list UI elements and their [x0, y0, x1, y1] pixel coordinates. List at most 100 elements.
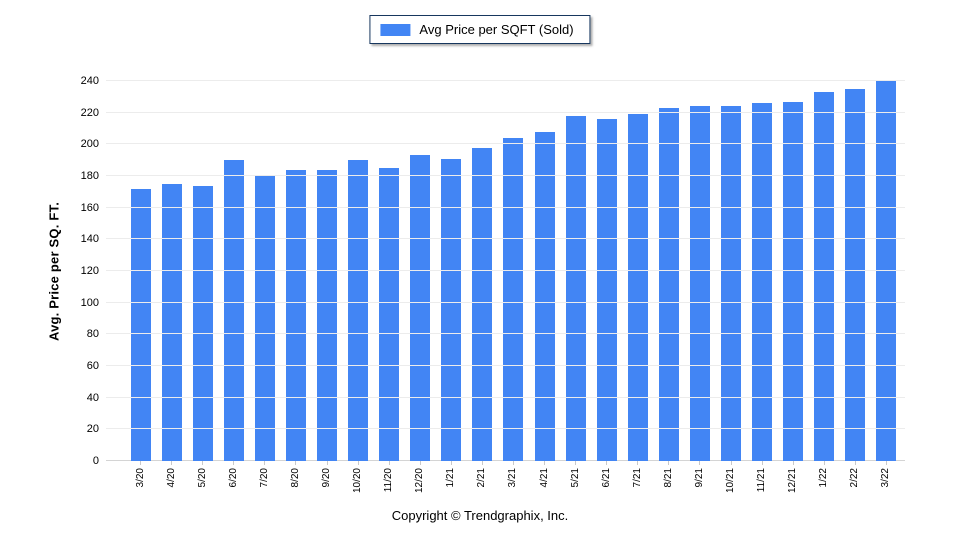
- y-tick-label: 160: [80, 201, 99, 214]
- bar: [130, 188, 151, 461]
- gridline: [106, 396, 905, 398]
- x-axis-cell: 11/20: [383, 461, 395, 509]
- x-tick-label: 12/20: [414, 468, 426, 494]
- x-tick-mark: [730, 461, 732, 465]
- gridline: [106, 206, 905, 208]
- bar-series: [125, 81, 902, 461]
- y-tick-label: 220: [80, 106, 99, 119]
- y-tick-label: 140: [80, 233, 99, 246]
- y-axis-labels: 0 20 40 60 80 100 120 140 160 180 200 220 240: [0, 75, 103, 467]
- x-axis-cell: 12/21: [787, 461, 798, 509]
- x-axis-cell: 1/21: [445, 461, 457, 509]
- bar: [285, 169, 306, 461]
- x-tick-mark: [140, 461, 142, 465]
- x-tick-label: 5/20: [196, 468, 208, 488]
- bar: [410, 155, 431, 461]
- x-tick-mark: [761, 461, 763, 465]
- x-tick-label: 10/21: [725, 468, 737, 494]
- x-tick-mark: [295, 461, 297, 465]
- x-tick-label: 2/22: [849, 468, 861, 488]
- gridline: [106, 270, 905, 271]
- copyright-text: Copyright © Trendgraphix, Inc.: [391, 508, 569, 523]
- bar: [472, 147, 493, 461]
- bar: [348, 160, 369, 461]
- x-tick-mark: [326, 461, 328, 465]
- gridline: [106, 333, 905, 335]
- x-tick-mark: [388, 461, 390, 465]
- x-tick-mark: [668, 461, 670, 465]
- x-tick-mark: [450, 461, 452, 465]
- bar: [689, 106, 710, 461]
- y-tick-label: 60: [86, 360, 99, 372]
- x-tick-label: 3/21: [507, 468, 519, 488]
- x-tick-mark: [575, 461, 577, 465]
- x-axis-cell: 11/21: [756, 461, 768, 509]
- x-tick-mark: [823, 461, 825, 465]
- gridline: [106, 365, 905, 366]
- y-tick-label: 40: [86, 391, 99, 404]
- x-tick-label: 6/21: [600, 468, 612, 488]
- x-axis-cell: 6/21: [600, 461, 612, 509]
- bar: [503, 138, 524, 461]
- gridline: [106, 428, 905, 430]
- y-tick-label: 240: [80, 75, 99, 87]
- gridline: [106, 80, 905, 81]
- x-axis-cell: 5/20: [196, 461, 208, 509]
- x-axis-cell: 7/20: [259, 461, 270, 509]
- x-tick-label: 11/20: [383, 468, 395, 493]
- bar: [223, 160, 244, 461]
- legend: Avg Price per SQFT (Sold): [369, 15, 591, 44]
- x-axis-cell: 8/20: [289, 461, 301, 509]
- legend-swatch: [380, 23, 411, 36]
- x-axis-cell: 8/21: [662, 461, 674, 509]
- bar: [254, 176, 275, 461]
- x-tick-label: 2/21: [476, 468, 488, 488]
- x-tick-mark: [792, 461, 794, 465]
- gridline: [106, 301, 905, 303]
- x-tick-label: 9/20: [321, 468, 332, 488]
- y-tick-label: 20: [86, 423, 99, 436]
- x-tick-mark: [202, 461, 204, 465]
- x-axis-cell: 2/21: [476, 461, 488, 509]
- x-tick-label: 8/20: [289, 468, 301, 488]
- gridline: [106, 175, 905, 176]
- x-tick-mark: [264, 461, 266, 465]
- bar: [192, 185, 213, 461]
- y-tick-label: 80: [86, 328, 99, 341]
- x-axis-cell: 10/21: [725, 461, 737, 509]
- x-tick-mark: [481, 461, 483, 465]
- y-tick-label: 120: [80, 265, 99, 277]
- x-tick-label: 3/20: [134, 468, 146, 488]
- x-axis-cell: 12/20: [414, 461, 426, 509]
- y-tick-label: 100: [80, 296, 99, 309]
- x-tick-mark: [357, 461, 359, 465]
- x-axis-cell: 3/21: [507, 461, 519, 509]
- bar: [658, 107, 679, 461]
- x-tick-label: 1/21: [445, 468, 457, 488]
- bar: [379, 168, 400, 461]
- gridline: [106, 143, 905, 145]
- x-axis-cell: 9/21: [693, 461, 705, 509]
- bar: [783, 101, 804, 461]
- x-tick-label: 8/21: [662, 468, 674, 488]
- x-tick-label: 7/21: [631, 468, 643, 488]
- x-axis-cell: 9/20: [321, 461, 332, 509]
- bar: [441, 158, 462, 461]
- bar: [317, 169, 337, 461]
- x-tick-label: 6/20: [227, 468, 239, 488]
- x-tick-label: 9/21: [693, 468, 705, 488]
- x-tick-mark: [637, 461, 639, 465]
- x-tick-label: 4/21: [538, 468, 550, 488]
- bar: [721, 106, 742, 461]
- x-axis-cell: 6/20: [227, 461, 239, 509]
- x-tick-mark: [512, 461, 514, 465]
- gridline: [106, 111, 905, 113]
- plot-area: [106, 80, 905, 461]
- legend-label: Avg Price per SQFT (Sold): [419, 22, 574, 37]
- x-axis-cell: 3/22: [880, 461, 891, 509]
- y-tick-label: 0: [92, 455, 99, 467]
- y-tick-label: 180: [80, 170, 99, 182]
- x-tick-mark: [854, 461, 856, 465]
- x-tick-label: 11/21: [756, 468, 768, 493]
- bar: [814, 92, 835, 461]
